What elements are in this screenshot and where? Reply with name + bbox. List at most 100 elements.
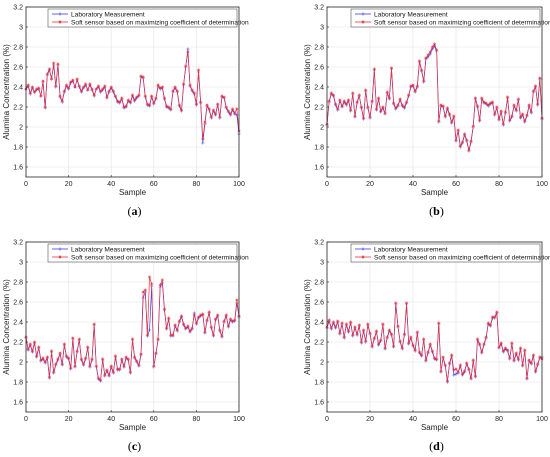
data-point xyxy=(71,336,75,340)
data-point xyxy=(39,358,43,362)
data-point xyxy=(160,278,164,282)
data-point-stroke xyxy=(452,114,456,118)
data-point-stroke xyxy=(58,351,62,355)
data-point xyxy=(173,85,177,89)
data-point-stroke xyxy=(375,329,378,333)
data-point-stroke xyxy=(173,323,177,327)
data-point xyxy=(497,117,501,121)
y-tick-label: 1.8 xyxy=(13,379,23,386)
data-point-stroke xyxy=(56,62,60,66)
data-point xyxy=(62,89,66,93)
data-point xyxy=(469,139,473,143)
data-point-stroke xyxy=(229,317,232,321)
data-point-stroke xyxy=(150,94,153,98)
data-point-stroke xyxy=(184,326,188,330)
data-point xyxy=(351,333,355,337)
data-point-stroke xyxy=(499,341,503,345)
data-point xyxy=(213,317,218,321)
data-point-stroke xyxy=(411,343,415,347)
data-point-stroke xyxy=(212,333,215,337)
data-point-stroke xyxy=(403,105,406,109)
data-point xyxy=(105,368,109,372)
data-point-stroke xyxy=(28,91,32,95)
data-point-stroke xyxy=(484,101,488,105)
data-point xyxy=(45,355,49,359)
data-point xyxy=(205,103,209,107)
data-point xyxy=(499,109,503,113)
data-point-stroke xyxy=(497,345,501,349)
data-point xyxy=(96,376,101,380)
data-point-stroke xyxy=(392,101,395,105)
data-point xyxy=(334,102,338,106)
data-point xyxy=(213,112,218,116)
y-tick-label: 2.8 xyxy=(314,44,324,51)
data-point xyxy=(141,75,145,79)
data-point xyxy=(480,96,484,100)
y-axis-label: Alumina Concentration (%) xyxy=(303,44,312,140)
data-point-stroke xyxy=(437,119,441,123)
data-point xyxy=(90,87,94,91)
data-point-stroke xyxy=(454,367,458,371)
data-point xyxy=(179,314,184,318)
data-point xyxy=(475,337,480,341)
data-point xyxy=(417,59,422,63)
data-point xyxy=(218,328,222,332)
data-point-stroke xyxy=(381,105,385,109)
data-point-stroke xyxy=(405,100,408,104)
data-point xyxy=(523,348,527,352)
data-point-stroke xyxy=(491,315,494,319)
data-point xyxy=(411,83,415,87)
data-point xyxy=(32,340,37,344)
data-point xyxy=(536,362,540,366)
data-point-stroke xyxy=(495,105,499,109)
data-point-stroke xyxy=(355,100,359,104)
data-point-stroke xyxy=(338,98,342,102)
data-point-stroke xyxy=(465,361,469,365)
data-point-stroke xyxy=(222,95,226,99)
data-point xyxy=(456,128,460,132)
data-point xyxy=(101,357,105,361)
data-point-stroke xyxy=(347,98,350,102)
data-point xyxy=(351,91,355,95)
data-point xyxy=(175,89,179,93)
data-point-stroke xyxy=(58,94,62,98)
data-point xyxy=(54,362,58,366)
data-point-stroke xyxy=(478,342,481,346)
data-point-stroke xyxy=(137,363,141,367)
data-point xyxy=(60,99,64,103)
data-point-stroke xyxy=(519,115,522,119)
data-point-stroke xyxy=(233,111,237,115)
data-point-stroke xyxy=(435,357,438,361)
data-point xyxy=(49,77,54,81)
data-point-stroke xyxy=(192,313,196,317)
data-point-stroke xyxy=(329,326,333,330)
data-point-stroke xyxy=(433,42,436,46)
data-point xyxy=(374,107,379,111)
data-point xyxy=(503,110,508,114)
data-point xyxy=(450,120,454,124)
data-point-stroke xyxy=(418,59,421,63)
data-point-stroke xyxy=(182,322,185,326)
legend-label: Soft sensor based on maximizing coeffici… xyxy=(71,254,249,261)
x-tick-label: 100 xyxy=(536,181,548,188)
data-point-stroke xyxy=(167,316,171,320)
data-point-stroke xyxy=(154,96,158,100)
data-point-stroke xyxy=(73,364,77,368)
data-point xyxy=(374,329,379,333)
data-point xyxy=(224,313,228,317)
data-point xyxy=(133,98,137,102)
y-tick-label: 2.4 xyxy=(13,319,23,326)
data-point-stroke xyxy=(26,83,30,87)
data-point-stroke xyxy=(73,85,77,89)
data-point xyxy=(226,109,230,113)
data-point-stroke xyxy=(197,68,200,72)
data-point-stroke xyxy=(398,339,402,343)
data-point-stroke xyxy=(203,120,207,124)
data-point xyxy=(190,326,194,330)
y-tick-label: 1.8 xyxy=(314,379,324,386)
data-point-stroke xyxy=(424,56,428,60)
x-tick-label: 0 xyxy=(24,416,28,423)
data-point-stroke xyxy=(133,355,136,359)
data-point xyxy=(192,313,196,317)
data-point xyxy=(43,360,47,364)
